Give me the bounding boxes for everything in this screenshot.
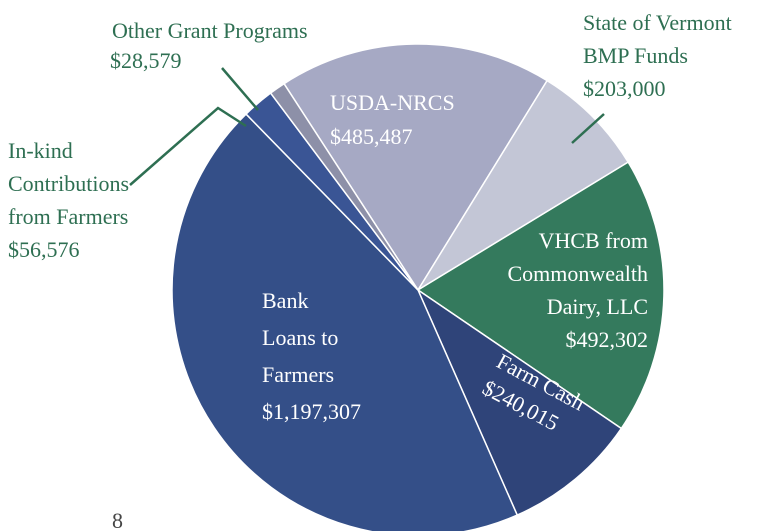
- pie-slice: [417, 79, 630, 291]
- value-label: $28,579: [110, 48, 182, 73]
- category-label: Other Grant Programs: [112, 18, 308, 43]
- leader-line: [571, 113, 605, 144]
- slice-label: State of Vermont BMP Funds $203,000: [583, 10, 732, 101]
- category-label: BMP Funds: [583, 43, 688, 68]
- slice-label: Other Grant Programs $28,579: [110, 18, 308, 73]
- slice-label: In-kind Contributions from Farmers $56,576: [8, 138, 129, 262]
- value-label: $203,000: [583, 76, 666, 101]
- pie-slice: [416, 287, 623, 517]
- pie-slice: [282, 43, 549, 292]
- category-label: VHCB from: [539, 228, 648, 253]
- pie-slice: [269, 82, 419, 291]
- slice-label: USDA-NRCS $485,487: [330, 90, 455, 149]
- pie-slice: [171, 112, 519, 531]
- leader-lines: [129, 67, 605, 186]
- category-label: Loans to: [262, 325, 338, 350]
- page-number: 8: [112, 508, 123, 531]
- slices: [171, 43, 665, 531]
- category-label: Commonwealth: [507, 261, 648, 286]
- category-label: Dairy, LLC: [547, 294, 648, 319]
- leader-line: [221, 67, 259, 111]
- category-label: Farmers: [262, 362, 334, 387]
- category-label: In-kind: [8, 138, 73, 163]
- value-label: $492,302: [566, 327, 649, 352]
- value-label: $1,197,307: [262, 399, 361, 424]
- category-label: USDA-NRCS: [330, 90, 455, 115]
- pie-slice: [416, 161, 665, 430]
- slice-label: Bank Loans to Farmers $1,197,307: [262, 288, 361, 424]
- category-label: Bank: [262, 288, 308, 313]
- category-label: Contributions: [8, 171, 129, 196]
- category-label: from Farmers: [8, 204, 128, 229]
- leader-line: [129, 106, 247, 186]
- category-label: State of Vermont: [583, 10, 732, 35]
- labels: USDA-NRCS $485,487 State of Vermont BMP Fun…: [8, 10, 732, 436]
- slice-label: VHCB from Commonwealth Dairy, LLC $492,302: [507, 228, 648, 352]
- value-label: $56,576: [8, 237, 80, 262]
- value-label: $485,487: [330, 124, 413, 149]
